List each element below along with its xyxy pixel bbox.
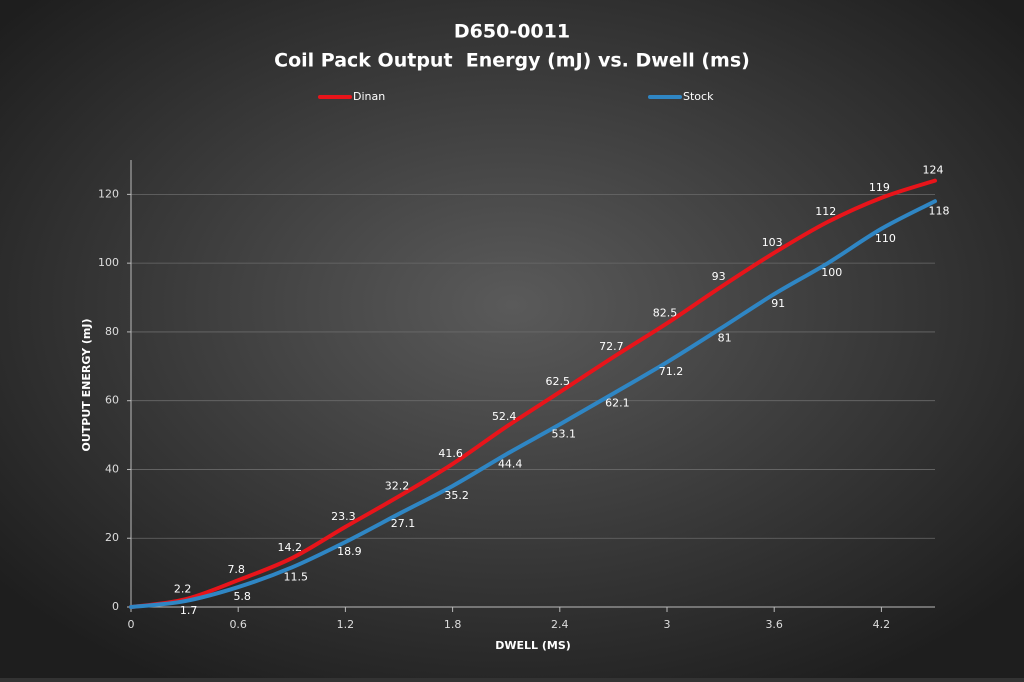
x-tick-label: 1.8 bbox=[444, 618, 462, 631]
data-label: 72.7 bbox=[599, 340, 624, 353]
data-label: 2.2 bbox=[174, 582, 192, 595]
x-axis-title: DWELL (MS) bbox=[495, 639, 571, 652]
data-label: 11.5 bbox=[284, 570, 309, 583]
data-label: 52.4 bbox=[492, 410, 517, 423]
data-label: 41.6 bbox=[438, 447, 463, 460]
data-label: 103 bbox=[762, 236, 783, 249]
data-label: 110 bbox=[875, 232, 896, 245]
y-tick-label: 120 bbox=[98, 187, 119, 200]
data-label: 7.8 bbox=[227, 563, 245, 576]
data-label: 14.2 bbox=[278, 541, 303, 554]
data-label: 124 bbox=[923, 164, 944, 177]
data-label: 118 bbox=[929, 204, 950, 217]
data-label: 18.9 bbox=[337, 545, 362, 558]
chart-title: D650-0011 bbox=[454, 21, 570, 43]
data-label: 27.1 bbox=[391, 517, 416, 530]
series-line bbox=[129, 199, 937, 609]
x-tick-label: 1.2 bbox=[337, 618, 355, 631]
x-tick-label: 3 bbox=[664, 618, 671, 631]
data-label: 1.7 bbox=[180, 604, 198, 617]
data-label: 23.3 bbox=[331, 510, 356, 523]
data-label: 82.5 bbox=[653, 306, 678, 319]
x-tick-label: 4.2 bbox=[873, 618, 891, 631]
data-label: 112 bbox=[815, 205, 836, 218]
x-tick-label: 0 bbox=[128, 618, 135, 631]
data-label: 35.2 bbox=[444, 489, 469, 502]
series-line bbox=[129, 178, 937, 609]
y-tick-label: 80 bbox=[105, 325, 119, 338]
y-tick-label: 60 bbox=[105, 394, 119, 407]
data-label: 119 bbox=[869, 181, 890, 194]
data-label: 32.2 bbox=[385, 479, 410, 492]
data-label: 100 bbox=[821, 266, 842, 279]
data-label: 91 bbox=[771, 297, 785, 310]
x-tick-label: 3.6 bbox=[765, 618, 783, 631]
legend-label: Dinan bbox=[353, 90, 385, 103]
x-tick-label: 2.4 bbox=[551, 618, 569, 631]
y-axis-title: OUTPUT ENERGY (mJ) bbox=[80, 318, 93, 451]
y-tick-label: 40 bbox=[105, 462, 119, 475]
data-label: 62.5 bbox=[546, 375, 571, 388]
data-label: 5.8 bbox=[233, 590, 251, 603]
data-label: 44.4 bbox=[498, 457, 523, 470]
data-label: 71.2 bbox=[659, 365, 684, 378]
x-tick-label: 0.6 bbox=[229, 618, 247, 631]
chart-subtitle: Coil Pack Output Energy (mJ) vs. Dwell (… bbox=[274, 50, 750, 72]
data-label: 62.1 bbox=[605, 396, 630, 409]
data-label: 53.1 bbox=[552, 427, 577, 440]
data-label: 93 bbox=[712, 270, 726, 283]
y-tick-label: 20 bbox=[105, 531, 119, 544]
legend-label: Stock bbox=[683, 90, 714, 103]
y-tick-label: 100 bbox=[98, 256, 119, 269]
data-label: 81 bbox=[718, 331, 732, 344]
y-tick-label: 0 bbox=[112, 600, 119, 613]
